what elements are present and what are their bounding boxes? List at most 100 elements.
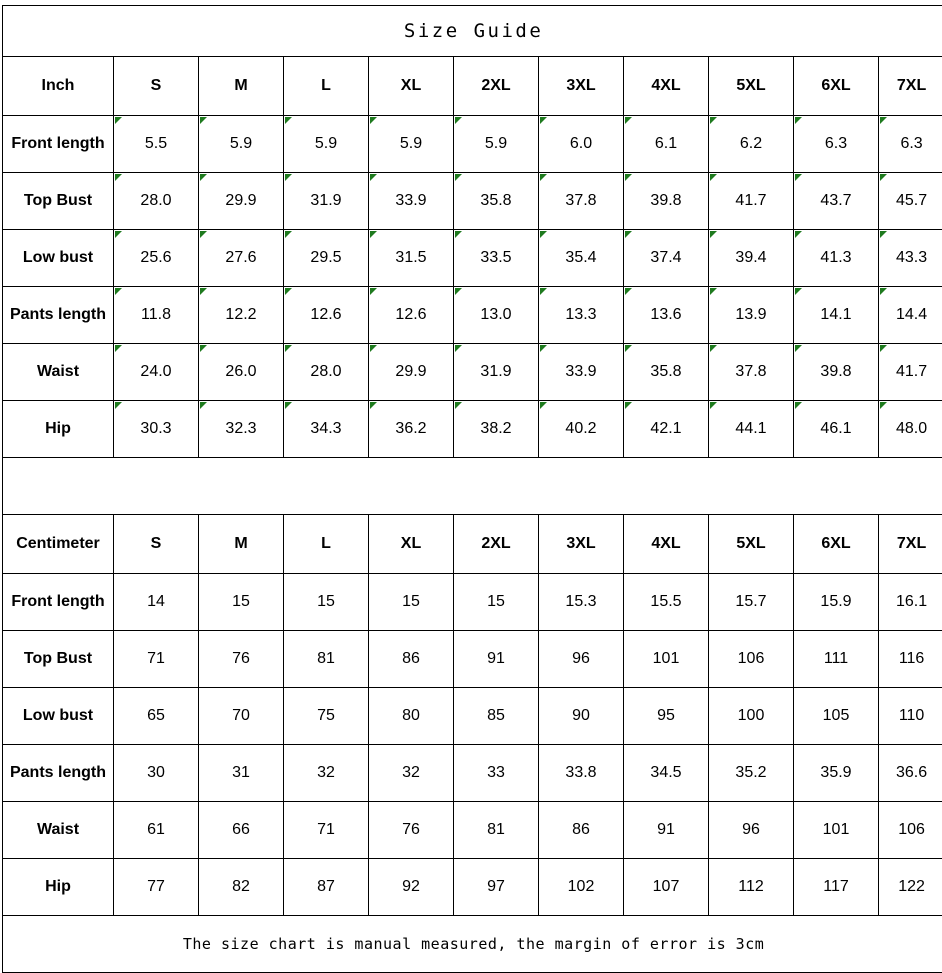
cell-cm-pants-length-7xl: 36.6 [879,745,942,802]
cm-size-header-7xl: 7XL [879,515,942,574]
title-row: Size Guide [3,6,942,57]
cell-cm-front-length-3xl: 15.3 [539,574,624,631]
cell-cm-pants-length-xl: 32 [369,745,454,802]
cell-cm-top-bust-s: 71 [114,631,199,688]
cm-size-header-3xl: 3XL [539,515,624,574]
cell-inch-front-length-7xl: 6.3 [879,116,942,173]
cm-size-header-xl: XL [369,515,454,574]
cm-size-header-4xl: 4XL [624,515,709,574]
size-header-s: S [114,57,199,116]
cell-inch-waist-s: 24.0 [114,344,199,401]
cm-size-header-s: S [114,515,199,574]
cell-cm-waist-3xl: 86 [539,802,624,859]
size-guide-table: Size Guide Inch S M L XL 2XL 3XL 4XL 5XL… [2,5,942,973]
cell-cm-top-bust-xl: 86 [369,631,454,688]
cell-inch-hip-l: 34.3 [284,401,369,458]
cell-cm-pants-length-3xl: 33.8 [539,745,624,802]
cell-cm-waist-m: 66 [199,802,284,859]
cell-inch-waist-2xl: 31.9 [454,344,539,401]
cm-size-header-6xl: 6XL [794,515,879,574]
cell-cm-pants-length-6xl: 35.9 [794,745,879,802]
cell-cm-pants-length-2xl: 33 [454,745,539,802]
cm-size-header-m: M [199,515,284,574]
cell-cm-pants-length-m: 31 [199,745,284,802]
cell-cm-hip-m: 82 [199,859,284,916]
cell-cm-hip-3xl: 102 [539,859,624,916]
size-header-3xl: 3XL [539,57,624,116]
cell-cm-front-length-4xl: 15.5 [624,574,709,631]
cell-cm-front-length-6xl: 15.9 [794,574,879,631]
table-row: Top Bust 71 76 81 86 91 96 101 106 111 1… [3,631,942,688]
cell-inch-pants-length-m: 12.2 [199,287,284,344]
cell-inch-hip-6xl: 46.1 [794,401,879,458]
size-header-2xl: 2XL [454,57,539,116]
row-label-front-length-cm: Front length [3,574,114,631]
cell-cm-waist-5xl: 96 [709,802,794,859]
cm-size-header-l: L [284,515,369,574]
inch-header-row: Inch S M L XL 2XL 3XL 4XL 5XL 6XL 7XL [3,57,942,116]
cell-cm-front-length-5xl: 15.7 [709,574,794,631]
cell-inch-top-bust-m: 29.9 [199,173,284,230]
cell-inch-pants-length-l: 12.6 [284,287,369,344]
cell-inch-top-bust-2xl: 35.8 [454,173,539,230]
cell-inch-top-bust-3xl: 37.8 [539,173,624,230]
cell-cm-low-bust-s: 65 [114,688,199,745]
cell-cm-waist-2xl: 81 [454,802,539,859]
row-label-waist-inch: Waist [3,344,114,401]
cell-inch-low-bust-6xl: 41.3 [794,230,879,287]
row-label-pants-length-cm: Pants length [3,745,114,802]
cell-inch-waist-xl: 29.9 [369,344,454,401]
cell-cm-waist-7xl: 106 [879,802,942,859]
cell-inch-pants-length-7xl: 14.4 [879,287,942,344]
size-header-5xl: 5XL [709,57,794,116]
cell-cm-hip-xl: 92 [369,859,454,916]
size-header-7xl: 7XL [879,57,942,116]
cell-cm-hip-2xl: 97 [454,859,539,916]
cell-inch-top-bust-4xl: 39.8 [624,173,709,230]
cell-inch-low-bust-xl: 31.5 [369,230,454,287]
cell-inch-waist-5xl: 37.8 [709,344,794,401]
cell-inch-front-length-5xl: 6.2 [709,116,794,173]
cell-cm-top-bust-6xl: 111 [794,631,879,688]
cell-cm-pants-length-4xl: 34.5 [624,745,709,802]
row-label-pants-length-inch: Pants length [3,287,114,344]
row-label-low-bust-cm: Low bust [3,688,114,745]
spacer-cell [3,458,942,515]
spacer-row [3,458,942,515]
cell-cm-hip-7xl: 122 [879,859,942,916]
cell-cm-top-bust-l: 81 [284,631,369,688]
cell-inch-hip-3xl: 40.2 [539,401,624,458]
row-label-hip-inch: Hip [3,401,114,458]
cell-cm-low-bust-2xl: 85 [454,688,539,745]
cell-cm-low-bust-3xl: 90 [539,688,624,745]
table-row: Waist 61 66 71 76 81 86 91 96 101 106 [3,802,942,859]
cell-cm-low-bust-7xl: 110 [879,688,942,745]
table-row: Low bust 65 70 75 80 85 90 95 100 105 11… [3,688,942,745]
table-row: Pants length 30 31 32 32 33 33.8 34.5 35… [3,745,942,802]
cell-cm-hip-5xl: 112 [709,859,794,916]
table-row: Low bust 25.6 27.6 29.5 31.5 33.5 35.4 3… [3,230,942,287]
cell-cm-front-length-m: 15 [199,574,284,631]
cell-inch-hip-2xl: 38.2 [454,401,539,458]
row-label-front-length-inch: Front length [3,116,114,173]
row-label-waist-cm: Waist [3,802,114,859]
size-header-m: M [199,57,284,116]
cell-inch-front-length-2xl: 5.9 [454,116,539,173]
cell-cm-hip-l: 87 [284,859,369,916]
table-row: Hip 30.3 32.3 34.3 36.2 38.2 40.2 42.1 4… [3,401,942,458]
cell-cm-low-bust-5xl: 100 [709,688,794,745]
row-label-top-bust-cm: Top Bust [3,631,114,688]
cell-inch-pants-length-s: 11.8 [114,287,199,344]
cell-cm-pants-length-l: 32 [284,745,369,802]
cell-inch-low-bust-5xl: 39.4 [709,230,794,287]
cell-cm-front-length-xl: 15 [369,574,454,631]
cell-cm-waist-4xl: 91 [624,802,709,859]
size-guide-body: Size Guide Inch S M L XL 2XL 3XL 4XL 5XL… [3,6,942,973]
cell-cm-hip-s: 77 [114,859,199,916]
cell-inch-front-length-s: 5.5 [114,116,199,173]
cell-inch-pants-length-2xl: 13.0 [454,287,539,344]
cell-inch-waist-m: 26.0 [199,344,284,401]
cm-size-header-5xl: 5XL [709,515,794,574]
cell-cm-pants-length-s: 30 [114,745,199,802]
